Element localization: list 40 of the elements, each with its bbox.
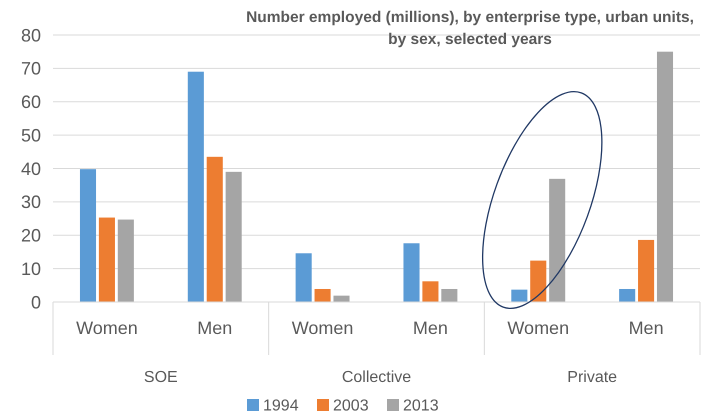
bar: [98, 218, 115, 302]
bar: [296, 253, 312, 302]
x-tick-label: Women: [76, 318, 138, 338]
bar: [422, 281, 438, 302]
bar: [511, 290, 528, 302]
y-tick-label: 60: [20, 92, 41, 112]
x-tick-label: Women: [507, 318, 570, 338]
legend-label: 2013: [403, 398, 439, 415]
legend-label: 2003: [333, 398, 369, 415]
x-tick-label: Men: [197, 318, 232, 338]
chart-title: Number employed (millions), by enterprise type, urban units, by sex, selected years: [246, 9, 694, 48]
bar: [638, 240, 654, 302]
bar: [656, 52, 674, 302]
y-tick-label: 70: [20, 58, 41, 79]
bar: [118, 220, 134, 302]
bar: [314, 288, 331, 302]
bar: [188, 72, 204, 302]
bar: [80, 169, 96, 302]
bar: [549, 178, 566, 302]
text: SOE: [144, 369, 178, 386]
y-tick-label: 20: [20, 226, 41, 246]
y-tick-label: 50: [20, 125, 41, 146]
y-tick-label: 10: [20, 258, 41, 279]
x-tick-label: Men: [412, 318, 448, 338]
text: Private: [567, 369, 618, 386]
bar: [530, 260, 546, 302]
x-tick-label: Women: [292, 318, 354, 338]
bar: [403, 243, 420, 302]
bar: [441, 288, 458, 302]
bar: [619, 288, 636, 302]
bar: [206, 156, 223, 302]
y-tick-label: 80: [20, 25, 41, 46]
x-tick-label: Men: [628, 318, 664, 338]
legend-label: 1994: [263, 398, 299, 415]
y-tick-label: 40: [20, 158, 41, 179]
y-tick-label: 30: [20, 192, 41, 212]
bar: [333, 296, 350, 302]
bar: [226, 172, 242, 302]
y-tick-label: 0: [30, 292, 41, 312]
text: Collective: [342, 369, 412, 386]
